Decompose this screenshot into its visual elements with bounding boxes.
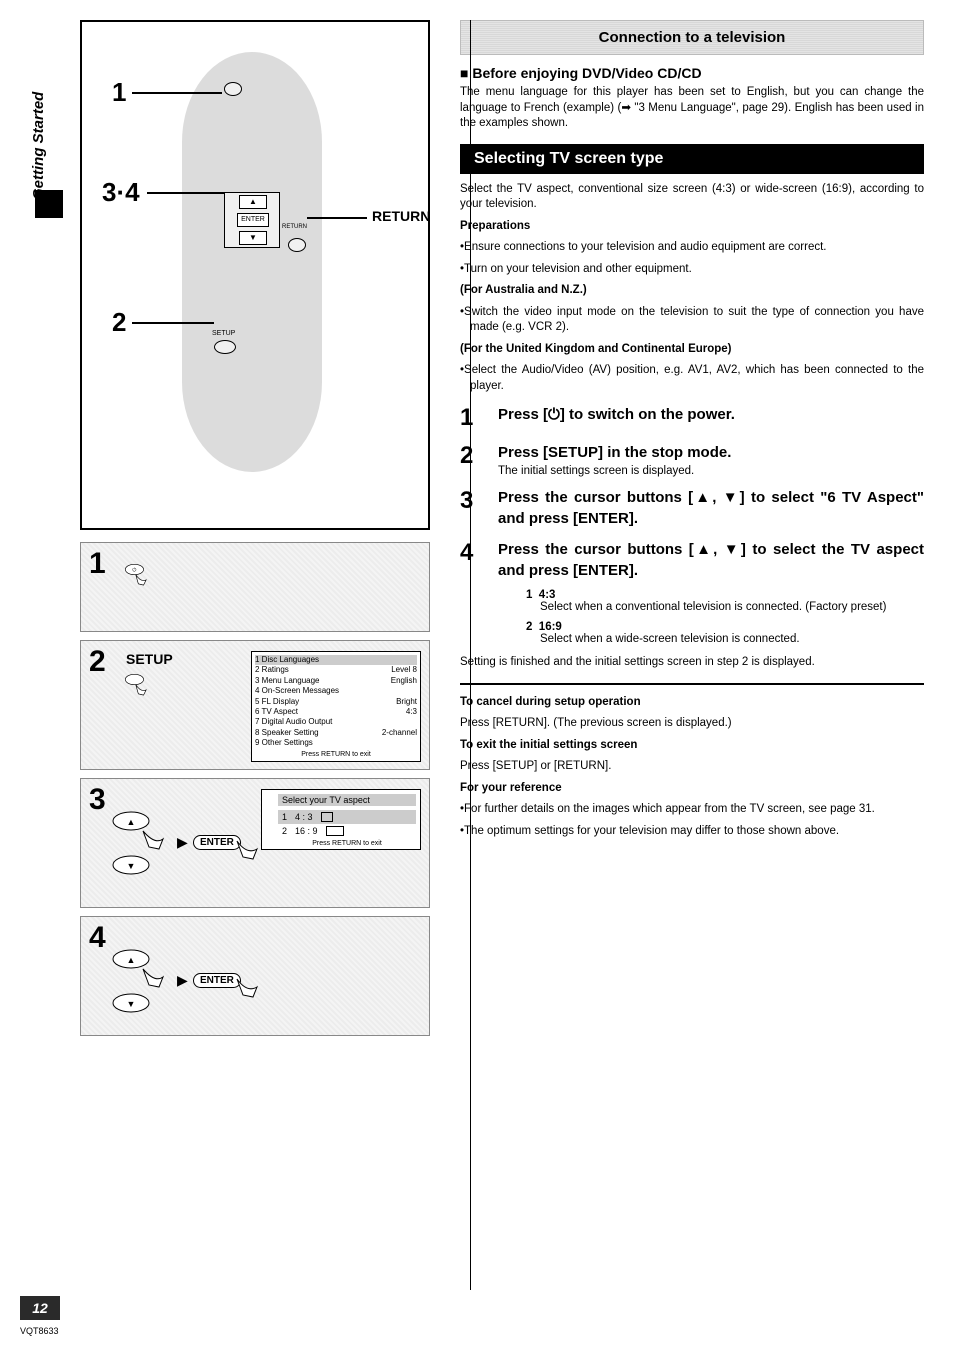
return-button: [288, 238, 306, 252]
before-title: ■ Before enjoying DVD/Video CD/CD: [460, 65, 924, 81]
cursor-down: ▼: [239, 231, 267, 245]
osd-row9-l: 9 Other Settings: [255, 738, 313, 748]
intro-para: Select the TV aspect, conventional size …: [460, 182, 924, 213]
setup-button: [214, 340, 236, 354]
aus-title: (For Australia and N.Z.): [460, 283, 924, 299]
svg-text:▶: ▶: [177, 834, 188, 850]
aus-1: •Switch the video input mode on the tele…: [460, 305, 924, 336]
step-num-2: 2: [89, 645, 106, 679]
callout-line-2: [132, 322, 214, 324]
osd-tv-aspect: Select your TV aspect 1 4 : 3 2 16 : 9 P…: [261, 789, 421, 850]
power-press-icon: ⏻: [121, 563, 157, 589]
callout-34: 3·4: [102, 177, 140, 208]
svg-text:⏻: ⏻: [132, 567, 136, 573]
step-3: 3 Press the cursor buttons [▲, ▼] to sel…: [460, 487, 924, 529]
doc-code: VQT8633: [20, 1326, 59, 1336]
return-small-label: RETURN: [282, 224, 307, 230]
tv-43-icon: [321, 812, 333, 822]
svg-text:▶: ▶: [177, 972, 188, 988]
svg-text:▲: ▲: [127, 817, 136, 827]
cursor-up: ▲: [239, 195, 267, 209]
osd-row3-l: 3 Menu Language: [255, 676, 320, 686]
osd-row1-l: 1 Disc Languages: [255, 655, 319, 665]
remote-body: ▲ ENTER ▼ RETURN SETUP: [182, 52, 322, 472]
vertical-divider: [470, 20, 471, 1290]
power-button: [224, 82, 242, 96]
osd-row4-l: 4 On-Screen Messages: [255, 686, 339, 696]
exit-p: Press [SETUP] or [RETURN].: [460, 759, 924, 775]
step-panel-1: 1 ⏻: [80, 542, 430, 632]
before-para: The menu language for this player has be…: [460, 85, 924, 132]
exit-title: To exit the initial settings screen: [460, 738, 924, 754]
step-num-4: 4: [89, 921, 106, 955]
cancel-title: To cancel during setup operation: [460, 695, 924, 711]
osd-row8-l: 8 Speaker Setting: [255, 728, 319, 738]
ref-title: For your reference: [460, 781, 924, 797]
setup-press-icon: [121, 673, 157, 699]
nav-cluster: ▲ ENTER ▼: [224, 192, 280, 248]
uk-title: (For the United Kingdom and Continental …: [460, 342, 924, 358]
numbered-steps: 1 Press [⏻] to switch on the power. 2 Pr…: [460, 404, 924, 645]
uk-1: •Select the Audio/Video (AV) position, e…: [460, 363, 924, 394]
cancel-p: Press [RETURN]. (The previous screen is …: [460, 716, 924, 732]
setting-done: Setting is finished and the initial sett…: [460, 655, 924, 671]
callout-line-return: [307, 217, 367, 219]
setup-small-label: SETUP: [212, 330, 235, 337]
osd-footer-2: Press RETURN to exit: [278, 840, 416, 847]
hand-icon-3: [233, 837, 263, 861]
prep-title: Preparations: [460, 219, 924, 235]
svg-text:▼: ▼: [127, 861, 136, 871]
selecting-header: Selecting TV screen type: [460, 144, 924, 174]
enter-button: ENTER: [237, 213, 269, 227]
prep-1: •Ensure connections to your television a…: [460, 240, 924, 256]
return-label: RETURN: [372, 208, 430, 224]
connection-header: Connection to a television: [460, 20, 924, 55]
right-column: Connection to a television ■ Before enjo…: [450, 20, 924, 1330]
side-label: Getting Started: [30, 92, 47, 200]
osd2-title: Select your TV aspect: [278, 794, 416, 806]
osd-row2-l: 2 Ratings: [255, 665, 289, 675]
osd-footer-1: Press RETURN to exit: [255, 751, 417, 758]
step-panel-2: 2 SETUP 1 Disc Languages 2 RatingsLevel …: [80, 640, 430, 770]
step-2: 2 Press [SETUP] in the stop mode. The in…: [460, 442, 924, 477]
callout-1: 1: [112, 77, 126, 108]
ref-1: •For further details on the images which…: [460, 802, 924, 818]
step-num-3: 3: [89, 783, 106, 817]
osd-settings-menu: 1 Disc Languages 2 RatingsLevel 8 3 Menu…: [251, 651, 421, 762]
prep-2: •Turn on your television and other equip…: [460, 262, 924, 278]
svg-text:▼: ▼: [127, 999, 136, 1009]
tv-169-icon: [326, 826, 344, 836]
page: Getting Started ▲ ENTER ▼ RETURN SETUP: [0, 0, 954, 1350]
step-panel-3: 3 ▲ ▼ ▶ ENTER Select your TV aspect 1 4 …: [80, 778, 430, 908]
remote-diagram: ▲ ENTER ▼ RETURN SETUP 1 3·4 RETURN 2: [80, 20, 430, 530]
left-column: Getting Started ▲ ENTER ▼ RETURN SETUP: [20, 20, 430, 1330]
divider-thick: [460, 683, 924, 685]
osd-row7-l: 7 Digital Audio Output: [255, 717, 332, 727]
step-num-1: 1: [89, 547, 106, 581]
step-label-2: SETUP: [126, 651, 173, 667]
hand-icon-4: [233, 975, 263, 999]
callout-line-34: [147, 192, 225, 194]
step-1: 1 Press [⏻] to switch on the power.: [460, 404, 924, 432]
step-4: 4 Press the cursor buttons [▲, ▼] to sel…: [460, 539, 924, 645]
step-panel-4: 4 ▲ ▼ ▶ ENTER: [80, 916, 430, 1036]
osd-row5-l: 5 FL Display: [255, 697, 299, 707]
callout-line-1: [132, 92, 222, 94]
osd-row6-l: 6 TV Aspect: [255, 707, 298, 717]
ref-2: •The optimum settings for your televisio…: [460, 824, 924, 840]
page-number: 12: [20, 1296, 60, 1320]
callout-2: 2: [112, 307, 126, 338]
svg-text:▲: ▲: [127, 955, 136, 965]
